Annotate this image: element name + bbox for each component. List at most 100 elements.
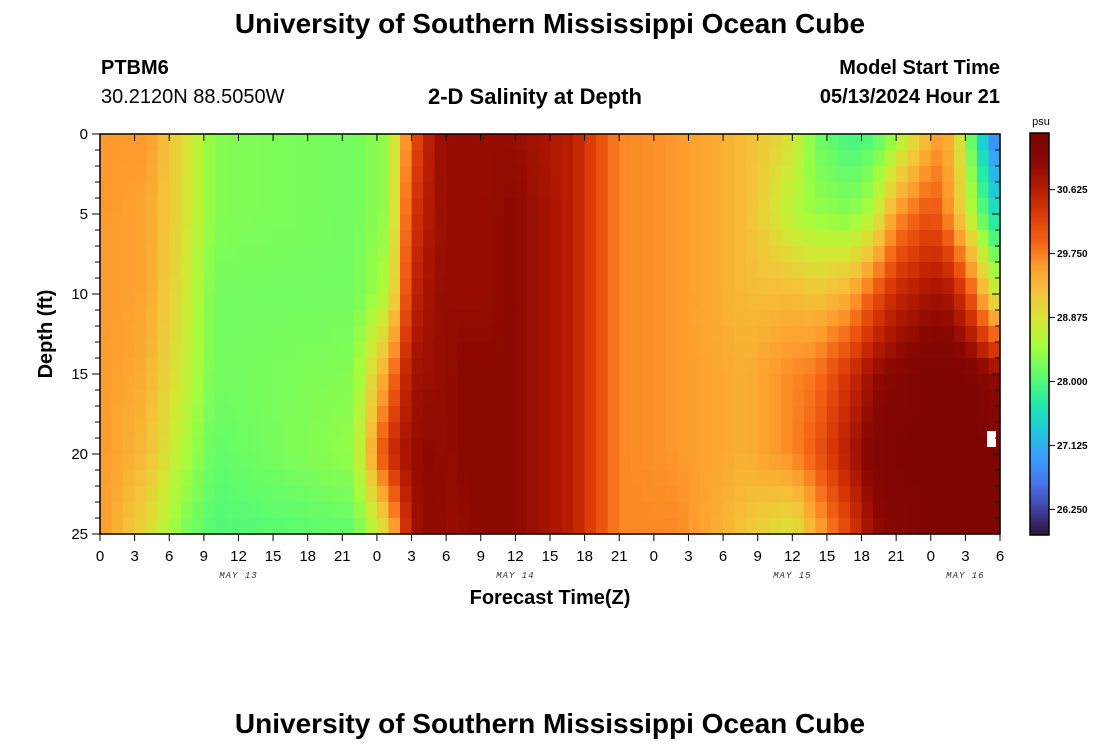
heatmap-cell: [111, 278, 124, 295]
heatmap-cell: [296, 406, 309, 423]
heatmap-cell: [850, 406, 863, 423]
heatmap-cell: [688, 502, 701, 519]
heatmap-cell: [273, 486, 286, 503]
heatmap-cell: [446, 150, 459, 167]
heatmap-cell: [850, 166, 863, 183]
heatmap-cell: [884, 230, 897, 247]
heatmap-cell: [330, 486, 343, 503]
heatmap-cell: [769, 502, 782, 519]
heatmap-cell: [815, 358, 828, 375]
x-tick-label: 18: [576, 548, 593, 565]
heatmap-cell: [365, 326, 378, 343]
heatmap-cell: [584, 342, 597, 359]
heatmap-cell: [815, 342, 828, 359]
heatmap-cell: [734, 326, 747, 343]
heatmap-cell: [538, 262, 551, 279]
heatmap-cell: [538, 406, 551, 423]
heatmap-cell: [676, 390, 690, 407]
heatmap-cell: [746, 134, 759, 151]
heatmap-cell: [400, 518, 413, 535]
heatmap-cell: [307, 518, 320, 535]
heatmap-cell: [561, 470, 574, 487]
heatmap-cell: [492, 134, 505, 151]
heatmap-cell: [815, 166, 828, 183]
heatmap-cell: [411, 358, 424, 375]
heatmap-cell: [203, 262, 216, 279]
heatmap-cell: [976, 310, 990, 327]
heatmap-cell: [873, 374, 886, 391]
heatmap-cell: [700, 390, 713, 407]
heatmap-cell: [573, 406, 586, 423]
heatmap-cell: [526, 166, 540, 183]
heatmap-cell: [111, 182, 124, 199]
heatmap-cell: [515, 134, 528, 151]
heatmap-cell: [123, 214, 136, 231]
heatmap-cell: [146, 518, 159, 535]
heatmap-cell: [965, 390, 978, 407]
heatmap-cell: [642, 454, 655, 471]
heatmap-cell: [757, 182, 770, 199]
heatmap-cell: [423, 326, 436, 343]
heatmap-cell: [446, 198, 459, 215]
heatmap-cell: [296, 326, 309, 343]
heatmap-cell: [711, 390, 724, 407]
heatmap-cell: [203, 438, 216, 455]
heatmap-cell: [630, 438, 643, 455]
heatmap-cell: [376, 278, 390, 295]
heatmap-cell: [757, 294, 770, 311]
heatmap-cell: [457, 374, 470, 391]
heatmap-cell: [284, 454, 297, 471]
heatmap-cell: [376, 134, 390, 151]
heatmap-cell: [676, 198, 690, 215]
heatmap-cell: [250, 374, 263, 391]
heatmap-cell: [215, 326, 228, 343]
heatmap-cell: [215, 294, 228, 311]
heatmap-cell: [457, 342, 470, 359]
heatmap-cell: [434, 166, 447, 183]
heatmap-cell: [226, 486, 240, 503]
heatmap-cell: [815, 326, 828, 343]
heatmap-cell: [434, 454, 447, 471]
heatmap-cell: [123, 358, 136, 375]
heatmap-cell: [769, 454, 782, 471]
heatmap-cell: [169, 438, 182, 455]
location-marker: [987, 431, 996, 447]
heatmap-cell: [180, 342, 193, 359]
heatmap-cell: [526, 182, 540, 199]
heatmap-cell: [434, 182, 447, 199]
heatmap-cell: [146, 230, 159, 247]
heatmap-cell: [630, 294, 643, 311]
colorbar-tick-label: 26.250: [1057, 505, 1088, 516]
heatmap-cell: [146, 310, 159, 327]
heatmap-cell: [792, 294, 805, 311]
heatmap-cell: [215, 502, 228, 519]
heatmap-cell: [907, 454, 920, 471]
heatmap-cell: [238, 390, 251, 407]
heatmap-cell: [330, 182, 343, 199]
heatmap-cell: [388, 422, 401, 439]
heatmap-cell: [861, 406, 874, 423]
heatmap-cell: [803, 390, 816, 407]
heatmap-cell: [861, 214, 874, 231]
heatmap-cell: [284, 406, 297, 423]
heatmap-cell: [907, 486, 920, 503]
heatmap-cell: [296, 390, 309, 407]
heatmap-cell: [861, 374, 874, 391]
heatmap-cell: [100, 166, 113, 183]
heatmap-cell: [400, 150, 413, 167]
heatmap-cell: [203, 198, 216, 215]
heatmap-cell: [169, 406, 182, 423]
heatmap-cell: [653, 262, 666, 279]
heatmap-cell: [353, 278, 366, 295]
heatmap-cell: [676, 406, 690, 423]
heatmap-cell: [123, 198, 136, 215]
heatmap-cell: [492, 214, 505, 231]
heatmap-cell: [780, 518, 793, 535]
heatmap-cell: [538, 342, 551, 359]
heatmap-cell: [203, 470, 216, 487]
heatmap-cell: [100, 182, 113, 199]
heatmap-cell: [423, 230, 436, 247]
heatmap-cell: [215, 166, 228, 183]
heatmap-cell: [169, 518, 182, 535]
heatmap-cell: [607, 518, 620, 535]
